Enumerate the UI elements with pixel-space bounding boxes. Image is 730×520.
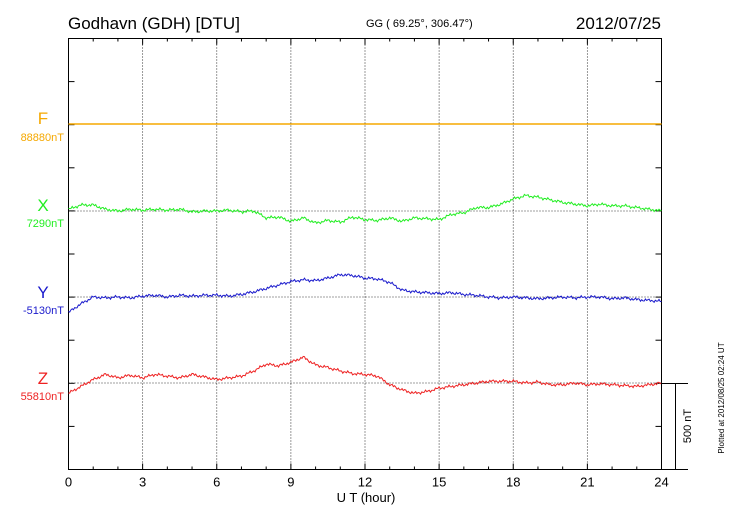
plotted-at-note: Plotted at 2012/08/25 02:24 UT: [717, 342, 726, 453]
series-name-x: X: [37, 196, 48, 215]
series-name-z: Z: [38, 369, 48, 388]
x-axis-title: U T (hour): [337, 490, 396, 505]
x-tick-label: 9: [287, 475, 294, 490]
x-axis-ticks: 0 3 6 9 12 15 18 21 24: [65, 38, 669, 490]
scale-bar-label: 500 nT: [682, 409, 694, 444]
x-tick-label: 6: [213, 475, 220, 490]
series-group: [68, 123, 662, 395]
x-tick-label: 0: [65, 475, 72, 490]
x-tick-label: 3: [139, 475, 146, 490]
grid-lines: [142, 38, 588, 470]
station-coordinates: GG ( 69.25°, 306.47°): [366, 18, 473, 30]
x-tick-label: 15: [432, 475, 446, 490]
plot-date: 2012/07/25: [576, 14, 661, 33]
series-baseline-x: 7290nT: [27, 218, 65, 230]
series-baseline-y: -5130nT: [23, 305, 64, 317]
series-line-y: [68, 273, 662, 313]
x-tick-label: 24: [654, 475, 668, 490]
series-baseline-z: 55810nT: [21, 391, 65, 403]
x-tick-label: 18: [506, 475, 520, 490]
x-tick-label: 21: [580, 475, 594, 490]
series-labels: F 88880nT X 7290nT Y -5130nT Z 55810nT: [21, 109, 65, 403]
series-name-f: F: [38, 109, 48, 128]
station-title: Godhavn (GDH) [DTU]: [68, 14, 240, 33]
series-line-x: [68, 193, 662, 225]
x-tick-label: 12: [358, 475, 372, 490]
series-baseline-f: 88880nT: [21, 132, 65, 144]
series-name-y: Y: [37, 283, 48, 302]
series-line-z: [68, 355, 662, 395]
scale-bar: 500 nT: [661, 383, 694, 470]
